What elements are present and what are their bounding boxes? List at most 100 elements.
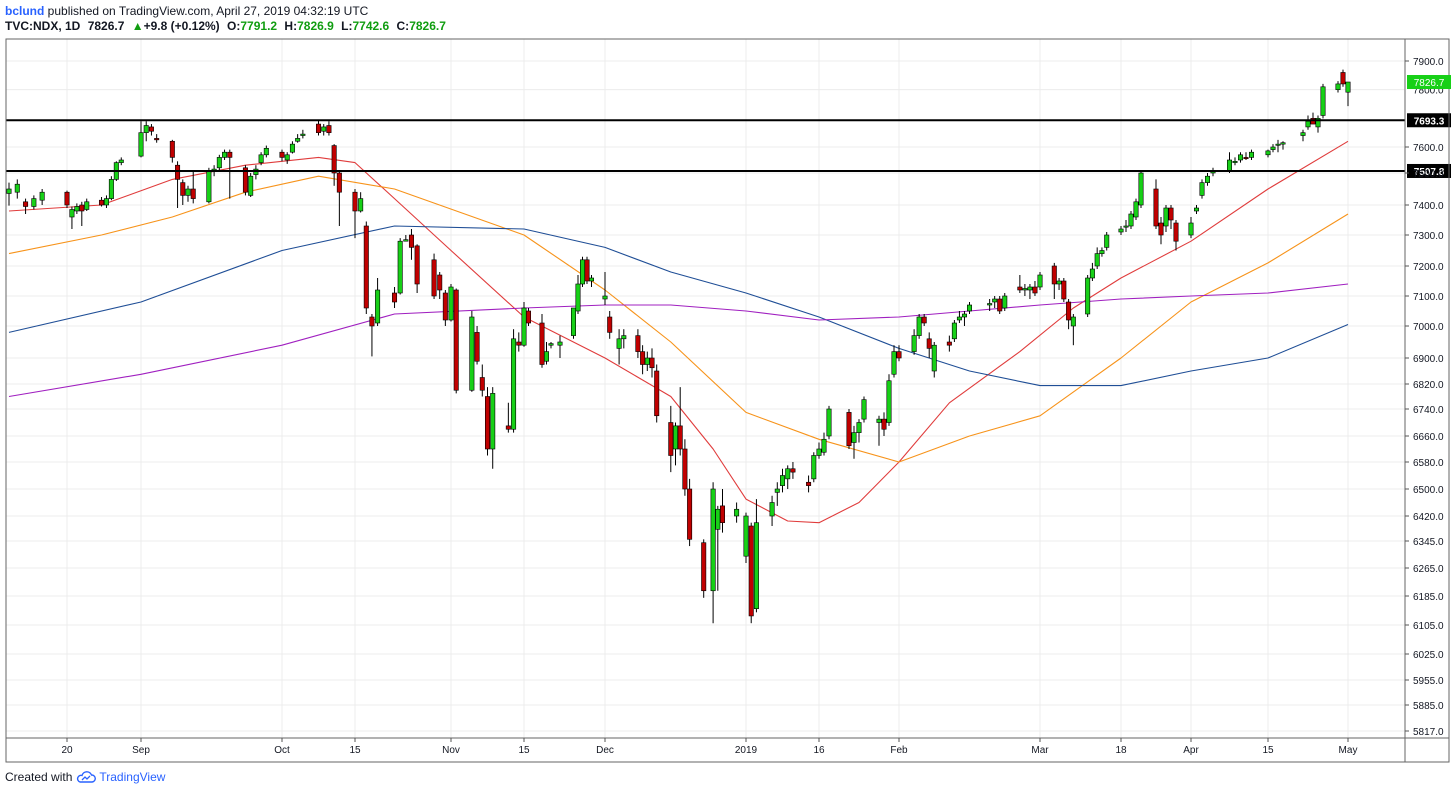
candle-body	[1320, 86, 1326, 116]
candle-body	[607, 316, 613, 333]
level-price-tag	[1407, 113, 1451, 128]
candle	[710, 482, 716, 624]
candle	[1335, 81, 1341, 93]
publisher-username[interactable]: bclund	[5, 4, 45, 18]
horizontal-levels[interactable]: 7693.3 7507.8	[6, 113, 1451, 178]
candle-body	[654, 370, 660, 417]
footer: Created with TradingView	[5, 770, 165, 784]
candle	[414, 244, 420, 293]
candle	[806, 475, 812, 493]
moving-average-line	[8, 225, 1349, 387]
candle-body	[557, 341, 563, 346]
candle	[300, 129, 306, 139]
candle-body	[1275, 143, 1281, 146]
candle-body	[987, 303, 993, 306]
candle-body	[579, 259, 585, 285]
open-label: O:	[227, 19, 241, 33]
candle-body	[816, 448, 822, 456]
candle	[1027, 284, 1033, 299]
x-tick-label: Oct	[274, 745, 290, 756]
last-price-tag	[1407, 75, 1451, 90]
candle	[1227, 152, 1233, 173]
candle	[369, 314, 375, 357]
candle	[584, 256, 590, 284]
candle-body	[1027, 286, 1033, 291]
price-axis[interactable]: 7900.0 7600.0 7500.0 7400.0 7300.0 7200.0 7100…	[1405, 57, 1451, 738]
candle-body	[1133, 201, 1139, 218]
candle-body	[479, 377, 485, 391]
open-value: 7791.2	[240, 19, 278, 33]
grid-lines	[6, 39, 1405, 738]
candle	[331, 144, 337, 186]
y-tick-label: 7100.0	[1413, 292, 1444, 303]
candle	[607, 311, 613, 339]
candle	[1158, 217, 1164, 245]
y-tick-label: 5885.0	[1413, 701, 1444, 712]
candle-body	[1249, 151, 1255, 158]
candle	[1270, 144, 1276, 153]
candle-body	[143, 125, 149, 133]
candle-body	[701, 542, 707, 592]
candle-body	[1163, 207, 1169, 227]
candle-body	[1153, 188, 1159, 227]
candle	[143, 121, 149, 142]
time-axis[interactable]: 20 Sep Oct 15 Nov 15 Dec 2019 16 Feb Mar 18 Apr 15 May	[61, 738, 1357, 756]
candle	[682, 439, 688, 496]
candle	[654, 364, 660, 423]
moving-average-line	[8, 175, 1349, 463]
chart-border	[5, 38, 1450, 763]
candle-body	[1205, 175, 1211, 183]
candle	[748, 522, 754, 624]
candle-body	[227, 151, 233, 158]
x-tick-label: 15	[349, 745, 361, 756]
candle-body	[358, 198, 364, 212]
candle	[408, 229, 414, 260]
candle-body	[222, 151, 228, 158]
low-label: L:	[341, 19, 353, 33]
candle	[821, 432, 827, 456]
candle-body	[284, 154, 290, 161]
x-tick-label: 15	[518, 745, 530, 756]
candle	[1056, 278, 1062, 290]
candle-body	[448, 286, 454, 321]
candle	[1275, 139, 1281, 153]
level-price-label: 7507.8	[1414, 167, 1445, 178]
candle-body	[248, 175, 254, 196]
candle	[1022, 284, 1028, 296]
y-tick-label: 5955.0	[1413, 676, 1444, 687]
tradingview-link[interactable]: TradingView	[76, 770, 165, 784]
candle	[1163, 205, 1169, 232]
candle	[69, 206, 75, 229]
high-value: 7826.9	[297, 19, 334, 33]
candle	[1194, 205, 1200, 214]
moving-average-line	[8, 283, 1349, 398]
candle	[431, 253, 437, 299]
candle-body	[279, 151, 285, 158]
candle	[1153, 179, 1159, 229]
candle	[1265, 149, 1271, 158]
candle-body	[1017, 286, 1023, 291]
change-arrow-icon: ▲	[131, 19, 144, 33]
candle-body	[992, 298, 998, 303]
candle-body	[474, 332, 480, 362]
candle	[6, 182, 12, 206]
candle	[790, 462, 796, 479]
candle-body	[548, 343, 554, 346]
candle	[1340, 69, 1346, 87]
candle	[315, 119, 321, 136]
candle-body	[431, 259, 437, 297]
candle-body	[668, 422, 674, 456]
candle	[769, 495, 775, 526]
candle-body	[1305, 120, 1311, 128]
candle-body	[1188, 222, 1194, 236]
candle	[677, 387, 683, 456]
candle	[1118, 226, 1124, 235]
x-tick-label: 15	[1262, 745, 1274, 756]
candle	[1310, 112, 1316, 125]
candle	[363, 221, 369, 314]
candle-body	[753, 522, 759, 609]
candle	[1089, 262, 1095, 281]
candle	[222, 149, 228, 160]
candle	[525, 308, 531, 326]
